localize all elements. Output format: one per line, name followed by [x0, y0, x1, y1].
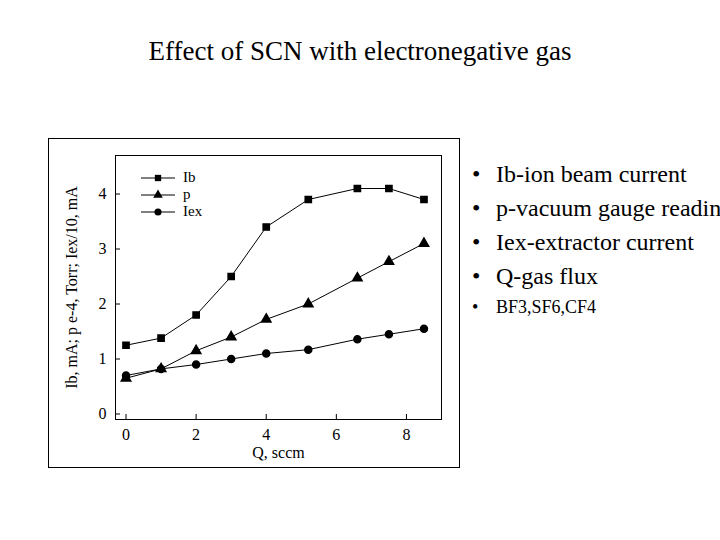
- svg-text:4: 4: [262, 426, 270, 443]
- html-text:Iex-extractor current: Iex-extractor current: [496, 229, 694, 255]
- svg-text:2: 2: [99, 295, 107, 312]
- svg-text:Q, sccm: Q, sccm: [252, 444, 305, 461]
- html-text:BF3,SF6,CF4: BF3,SF6,CF4: [496, 297, 597, 317]
- html-text:Q-gas flux: Q-gas flux: [496, 263, 598, 289]
- html-text:Effect of SCN with electronega: Effect of SCN with electronegative gas: [148, 36, 572, 66]
- svg-text:Ib, mA; p e-4, Torr; Iex/10, m: Ib, mA; p e-4, Torr; Iex/10, mA: [63, 186, 81, 389]
- html-text:Ib-ion beam current: Ib-ion beam current: [496, 161, 687, 187]
- svg-text:6: 6: [332, 426, 340, 443]
- svg-text:1: 1: [99, 350, 107, 367]
- svg-text:0: 0: [99, 405, 107, 422]
- svg-text:2: 2: [192, 426, 200, 443]
- svg-text:0: 0: [122, 426, 130, 443]
- svg-text:4: 4: [99, 185, 107, 202]
- html-text:p: p: [183, 186, 191, 202]
- html-text:Ib: Ib: [183, 169, 196, 185]
- svg-text:8: 8: [402, 426, 410, 443]
- html-text:Iex: Iex: [183, 203, 203, 219]
- svg-text:3: 3: [99, 240, 107, 257]
